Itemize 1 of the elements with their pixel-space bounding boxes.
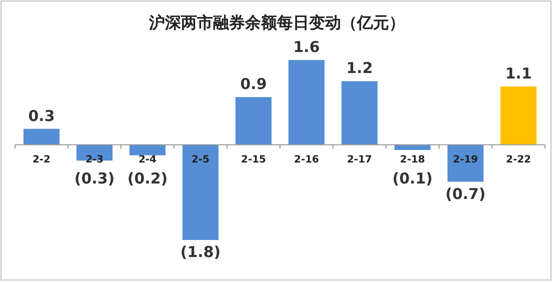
title: 沪深两市融券余额每日变动（亿元） bbox=[149, 13, 405, 32]
